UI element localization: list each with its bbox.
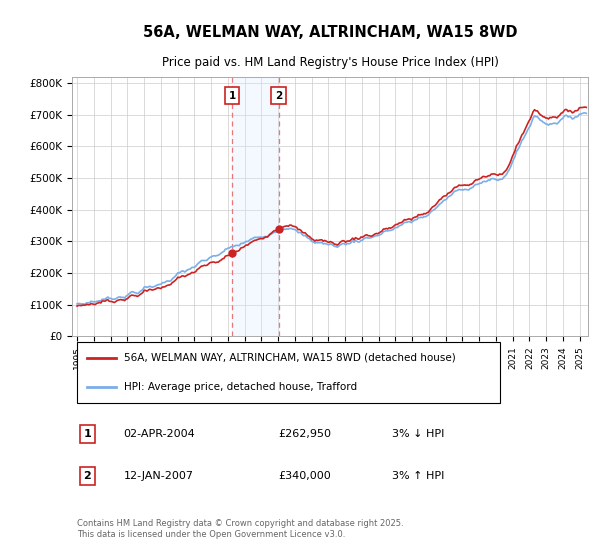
Text: 02-APR-2004: 02-APR-2004 xyxy=(124,429,196,439)
Text: HPI: Average price, detached house, Trafford: HPI: Average price, detached house, Traf… xyxy=(124,382,357,393)
Text: 12-JAN-2007: 12-JAN-2007 xyxy=(124,471,194,481)
Bar xyxy=(232,77,279,336)
Text: 3% ↓ HPI: 3% ↓ HPI xyxy=(392,429,444,439)
Text: Contains HM Land Registry data © Crown copyright and database right 2025.
This d: Contains HM Land Registry data © Crown c… xyxy=(77,520,404,539)
Text: 1: 1 xyxy=(229,91,236,101)
Text: 56A, WELMAN WAY, ALTRINCHAM, WA15 8WD: 56A, WELMAN WAY, ALTRINCHAM, WA15 8WD xyxy=(143,25,517,40)
Text: £262,950: £262,950 xyxy=(278,429,331,439)
Text: 56A, WELMAN WAY, ALTRINCHAM, WA15 8WD (detached house): 56A, WELMAN WAY, ALTRINCHAM, WA15 8WD (d… xyxy=(124,353,455,363)
Text: 2: 2 xyxy=(275,91,283,101)
Point xyxy=(274,224,284,233)
Text: 1: 1 xyxy=(83,429,91,439)
Text: 2: 2 xyxy=(83,471,91,481)
FancyBboxPatch shape xyxy=(77,342,500,403)
Text: 3% ↑ HPI: 3% ↑ HPI xyxy=(392,471,444,481)
Point xyxy=(227,249,237,258)
Text: £340,000: £340,000 xyxy=(278,471,331,481)
Text: Price paid vs. HM Land Registry's House Price Index (HPI): Price paid vs. HM Land Registry's House … xyxy=(161,57,499,69)
